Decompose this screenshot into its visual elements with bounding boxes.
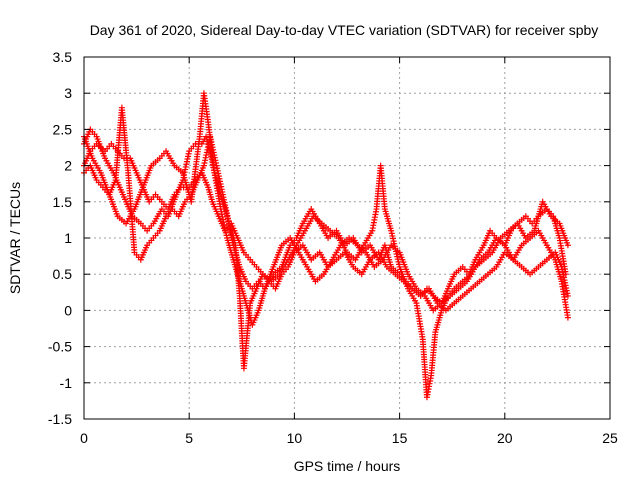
- x-tick-label: 0: [80, 430, 88, 446]
- y-axis-title: SDTVAR / TECUs: [7, 182, 23, 294]
- x-tick-label: 25: [602, 430, 618, 446]
- data-points: [81, 90, 571, 401]
- y-tick-label: 1.5: [53, 194, 73, 210]
- series-track-b: [81, 140, 571, 401]
- y-tick-label: 0.5: [53, 266, 73, 282]
- series-track-a: [81, 126, 569, 307]
- y-tick-label: -0.5: [48, 339, 72, 355]
- x-tick-label: 15: [392, 430, 408, 446]
- y-tick-label: -1.5: [48, 411, 72, 427]
- y-tick-label: -1: [60, 375, 73, 391]
- y-tick-label: 0: [64, 302, 72, 318]
- y-tick-label: 1: [64, 230, 72, 246]
- data-point: [564, 292, 571, 299]
- y-tick-label: 2: [64, 158, 72, 174]
- x-axis-title: GPS time / hours: [294, 458, 401, 474]
- grid: [84, 57, 610, 419]
- data-point: [564, 242, 571, 249]
- x-tick-label: 10: [287, 430, 303, 446]
- data-point: [564, 314, 571, 321]
- series-track-d: [81, 90, 571, 328]
- axis-ticks: 0 5 10 15 20 25 -1.5 -1 -0.5 0 0.5 1 1.5 2 2.5 3 3.5: [48, 49, 618, 446]
- x-tick-label: 5: [185, 430, 193, 446]
- chart-title: Day 361 of 2020, Sidereal Day-to-day VTE…: [90, 22, 599, 38]
- y-tick-label: 3.5: [53, 49, 73, 65]
- y-tick-label: 3: [64, 85, 72, 101]
- x-tick-label: 20: [497, 430, 513, 446]
- y-tick-label: 2.5: [53, 121, 73, 137]
